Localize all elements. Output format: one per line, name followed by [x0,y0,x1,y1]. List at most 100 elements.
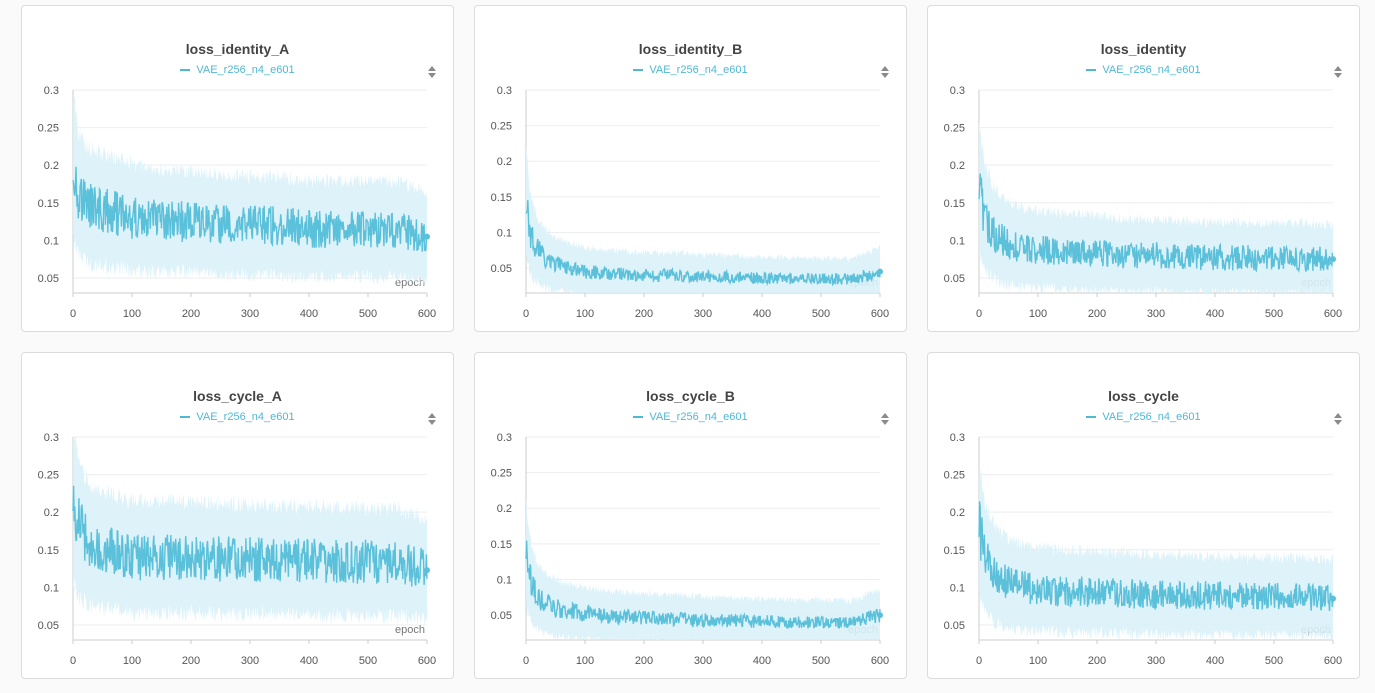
y-tick-label: 0.1 [950,235,965,247]
series-band [526,501,880,640]
x-tick-label: 100 [1029,308,1047,320]
y-tick-label: 0.15 [38,545,59,557]
chart-panel-loss-identity: loss_identity VAE_r256_n4_e601 0.3 0.25 0.… [927,5,1360,332]
series-band [526,144,880,293]
plot-area: 0.3 0.25 0.2 0.15 0.1 0.05 0 100 200 300 400 500 600… [491,432,890,667]
x-tick-label: 0 [70,655,76,667]
y-tick-label: 0.2 [497,503,512,515]
y-tick-label: 0.05 [38,620,59,632]
x-tick-label: 500 [812,655,830,667]
chart-panel-loss-cycle-b: loss_cycle_B VAE_r256_n4_e601 0.3 0.25 0.2… [474,352,907,679]
x-tick-label: 500 [359,308,377,320]
x-tick-label: 300 [1147,308,1165,320]
series-band [73,96,427,288]
series-line [72,166,428,252]
chart-legend[interactable]: VAE_r256_n4_e601 [928,64,1359,76]
x-tick-label: 600 [871,308,889,320]
y-tick-label: 0.2 [950,160,965,172]
chart-title: loss_identity_A [185,41,290,57]
chart-legend[interactable]: VAE_r256_n4_e601 [22,64,453,76]
chart-title: loss_cycle_B [646,388,735,404]
x-tick-label: 200 [182,655,200,667]
chart-title: loss_identity_B [638,41,743,57]
sort-toggle-icon[interactable] [1333,65,1343,79]
y-tick-label: 0.1 [950,582,965,594]
legend-label: VAE_r256_n4_e601 [196,411,295,423]
series-end-point [424,233,430,240]
x-tick-label: 0 [523,308,529,320]
x-tick-label: 600 [1324,308,1342,320]
x-tick-label: 100 [123,655,141,667]
y-tick-label: 0.2 [44,507,59,519]
y-tick-label: 0.25 [491,468,512,480]
series-end-point [1330,256,1336,263]
x-axis-label: epoch [395,624,425,636]
chart-panel-loss-identity-b: loss_identity_B VAE_r256_n4_e601 0.3 0.25… [474,5,907,332]
x-tick-label: 300 [694,655,712,667]
y-tick-label: 0.05 [944,620,965,632]
x-tick-label: 300 [1147,655,1165,667]
plot-area: 0.3 0.25 0.2 0.15 0.1 0.05 0 100 200 300 400 500 600… [38,432,437,667]
x-tick-label: 600 [418,655,436,667]
chart-legend[interactable]: VAE_r256_n4_e601 [475,64,906,76]
legend-swatch [1086,416,1097,419]
y-tick-label: 0.1 [44,235,59,247]
x-tick-label: 600 [418,308,436,320]
y-tick-label: 0.2 [497,156,512,168]
y-tick-label: 0.05 [491,610,512,622]
x-tick-label: 300 [694,308,712,320]
x-tick-label: 0 [523,655,529,667]
x-tick-label: 0 [70,308,76,320]
legend-label: VAE_r256_n4_e601 [649,64,748,76]
legend-swatch [1086,69,1097,72]
plot-area: 0.3 0.25 0.2 0.15 0.1 0.05 0 100 200 300 400 500 600… [38,85,437,320]
y-tick-label: 0.05 [491,263,512,275]
series-band [979,466,1333,640]
x-tick-label: 300 [241,308,259,320]
legend-swatch [633,416,644,419]
sort-toggle-icon[interactable] [880,412,890,426]
y-tick-label: 0.15 [491,539,512,551]
x-tick-label: 400 [1206,308,1224,320]
x-tick-label: 400 [300,308,318,320]
legend-swatch [633,69,644,72]
x-tick-label: 200 [182,308,200,320]
legend-label: VAE_r256_n4_e601 [1102,64,1201,76]
x-tick-label: 100 [576,655,594,667]
y-tick-label: 0.3 [44,432,59,444]
sort-toggle-icon[interactable] [880,65,890,79]
series-line [978,501,1334,612]
chart-legend[interactable]: VAE_r256_n4_e601 [928,411,1359,423]
y-tick-label: 0.1 [497,227,512,239]
y-tick-label: 0.2 [950,507,965,519]
y-tick-label: 0.3 [497,85,512,97]
plot-area: 0.3 0.25 0.2 0.15 0.1 0.05 0 100 200 300 400 500 600… [944,432,1343,667]
chart-panel-loss-cycle: loss_cycle VAE_r256_n4_e601 0.3 0.25 0.2 0.… [927,352,1360,679]
series-end-point [424,567,430,574]
y-tick-label: 0.05 [944,273,965,285]
y-tick-label: 0.3 [44,85,59,97]
y-tick-label: 0.2 [44,160,59,172]
x-tick-label: 200 [1088,655,1106,667]
plot-area: 0.3 0.25 0.2 0.15 0.1 0.05 0 100 200 300 400 500 600… [944,85,1343,320]
x-tick-label: 400 [1206,655,1224,667]
series-line [525,200,881,287]
series-end-point [877,268,883,275]
legend-label: VAE_r256_n4_e601 [649,411,748,423]
chart-legend[interactable]: VAE_r256_n4_e601 [475,411,906,423]
x-tick-label: 0 [976,655,982,667]
y-tick-label: 0.05 [38,273,59,285]
chart-legend[interactable]: VAE_r256_n4_e601 [22,411,453,423]
sort-toggle-icon[interactable] [427,65,437,79]
series-band [73,437,427,628]
x-tick-label: 100 [576,308,594,320]
series-end-point [877,612,883,619]
sort-toggle-icon[interactable] [427,412,437,426]
x-tick-label: 400 [753,655,771,667]
y-tick-label: 0.3 [950,85,965,97]
y-tick-label: 0.25 [944,123,965,135]
sort-toggle-icon[interactable] [1333,412,1343,426]
chart-title: loss_cycle_A [193,388,282,404]
y-tick-label: 0.15 [38,198,59,210]
chart-title: loss_cycle [1108,388,1179,404]
